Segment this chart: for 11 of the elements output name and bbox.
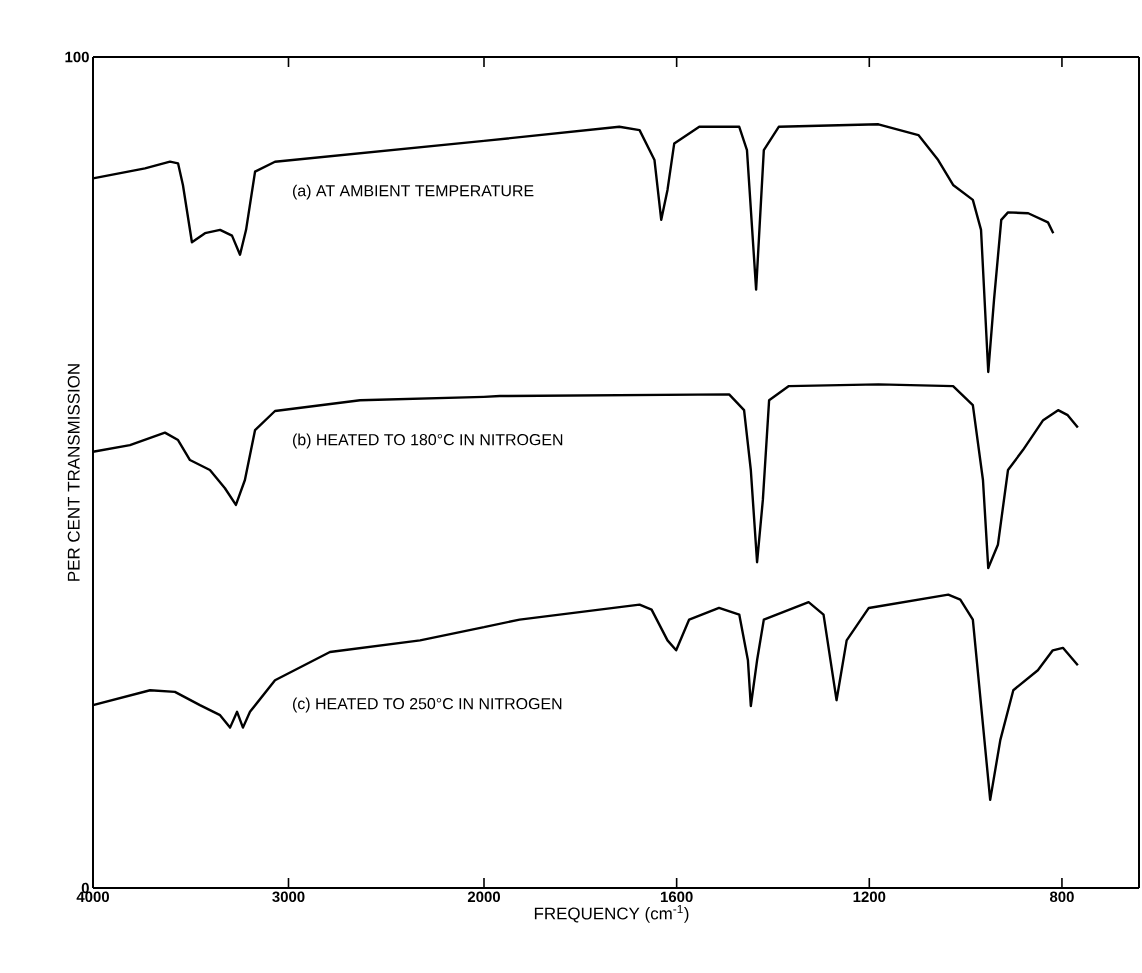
x-tick-label: 3000 <box>272 891 305 903</box>
series-label: (b) HEATED TO 180°C IN NITROGEN <box>293 433 563 449</box>
x-tick-label: 1600 <box>660 891 693 903</box>
series-label: (a) AT AMBIENT TEMPERATURE <box>293 184 534 200</box>
x-axis-title: FREQUENCY (cm$^{-1}$) <box>534 904 689 923</box>
x-tick-label: 800 <box>1049 891 1074 903</box>
y-axis-title: PER CENT TRANSMISSION <box>67 364 80 581</box>
x-tick-label: 1200 <box>853 891 886 903</box>
series-label: (c) HEATED TO 250°C IN NITROGEN <box>293 697 562 713</box>
y-tick-label: 100 <box>65 51 89 63</box>
x-tick-label: 2000 <box>467 891 500 903</box>
